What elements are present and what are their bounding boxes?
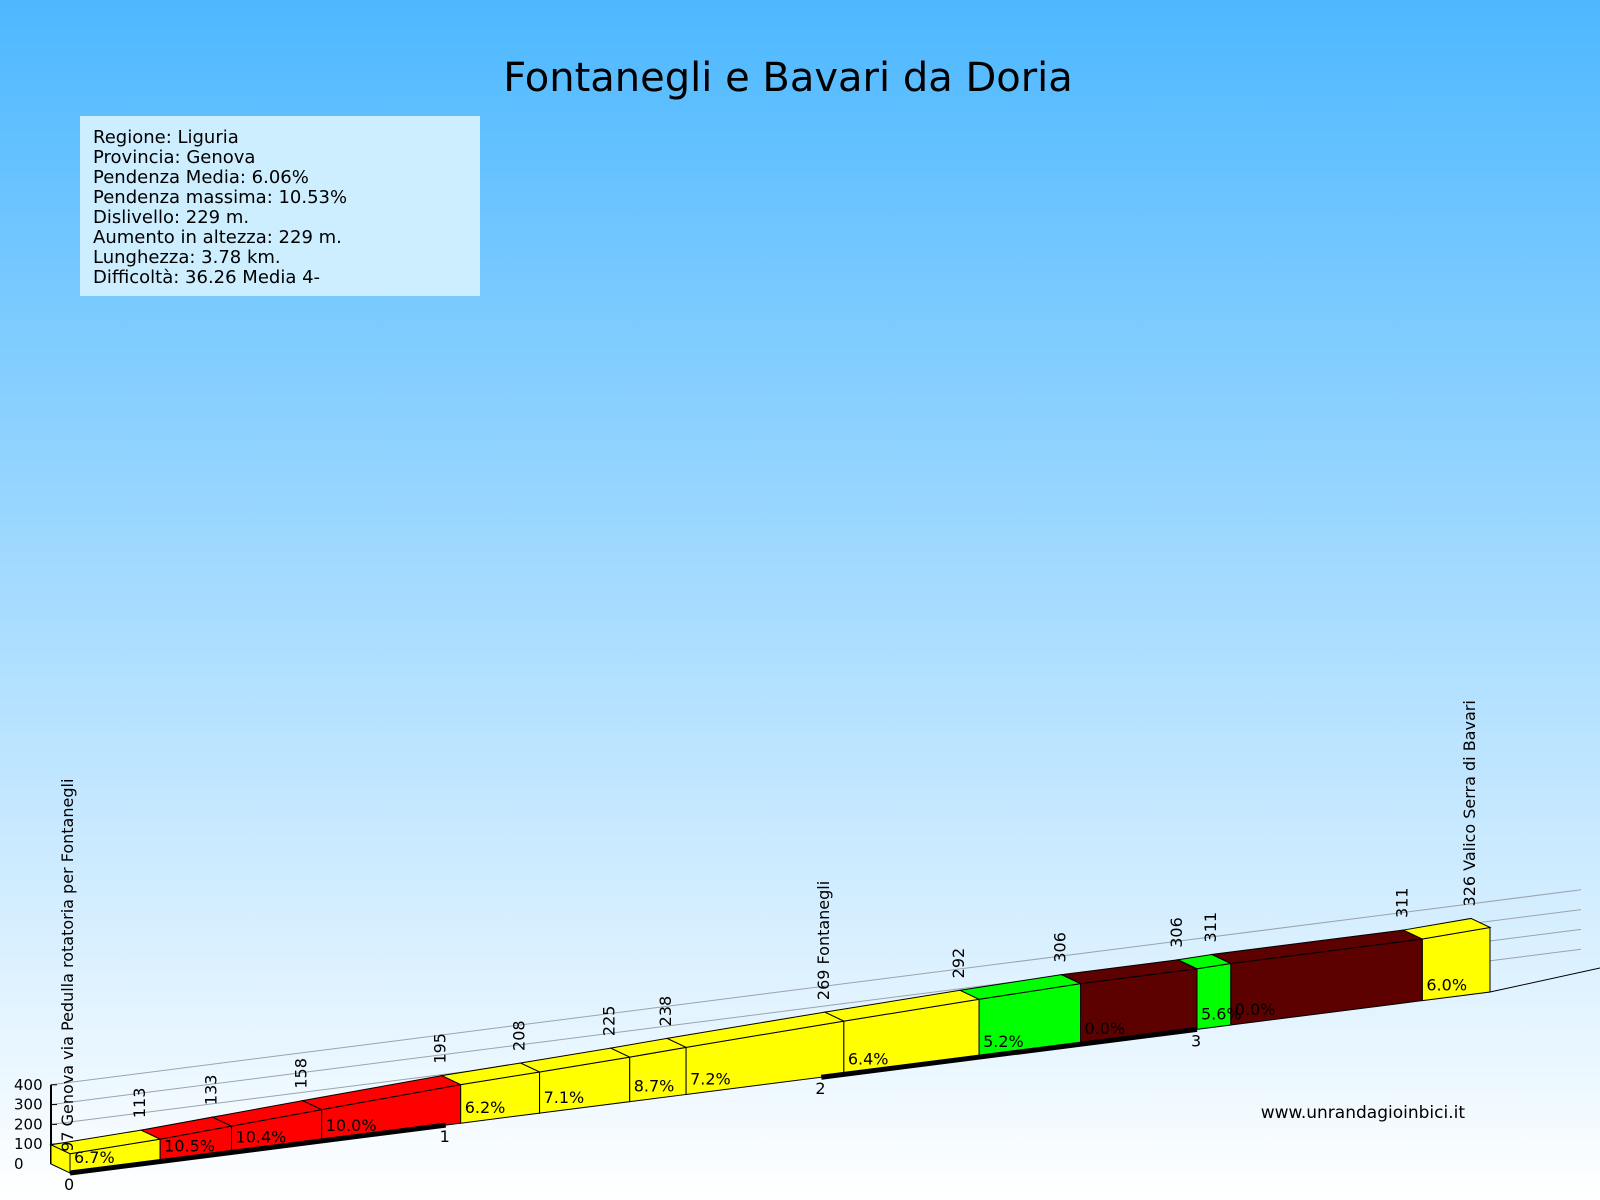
- x-tick-label: 3: [1191, 1031, 1201, 1050]
- y-tick-label: 400: [14, 1076, 43, 1094]
- profile-start-side: [50, 1144, 71, 1174]
- elevation-label: 195: [431, 1033, 450, 1064]
- info-line: Lunghezza: 3.78 km.: [93, 247, 281, 268]
- landmark-label: 97 Genova via Pedulla rotatoria per Font…: [58, 779, 77, 1152]
- landmark-label: 326 Valico Serra di Bavari: [1460, 700, 1479, 906]
- elevation-label: 133: [202, 1075, 221, 1106]
- credit-text: www.unrandagioinbici.it: [1261, 1103, 1466, 1123]
- grid-line: [50, 889, 1582, 1086]
- gradient-label: 10.0%: [326, 1116, 377, 1135]
- segment-top-face: [1401, 917, 1492, 940]
- info-line: Pendenza Media: 6.06%: [93, 167, 309, 188]
- elevation-label: 225: [600, 1006, 619, 1037]
- gradient-label: 10.5%: [164, 1137, 215, 1156]
- info-line: Difficoltà: 36.26 Media 4-: [93, 267, 320, 288]
- elevation-label: 306: [1167, 917, 1186, 948]
- gradient-label: 5.6%: [1201, 1004, 1242, 1023]
- gradient-label: 7.1%: [544, 1088, 585, 1107]
- info-line: Regione: Liguria: [93, 127, 239, 148]
- gradient-label: 6.0%: [1426, 976, 1467, 995]
- elevation-label: 238: [656, 996, 675, 1027]
- y-tick-label: 100: [14, 1135, 43, 1153]
- elevation-label: 292: [949, 948, 968, 979]
- y-tick-label: 0: [14, 1155, 24, 1173]
- gradient-label: 6.7%: [74, 1148, 115, 1167]
- gradient-label: 0.0%: [1235, 1000, 1276, 1019]
- gradient-label: 0.0%: [1085, 1019, 1126, 1038]
- elevation-label: 306: [1051, 932, 1070, 963]
- segments-layer: [49, 917, 1600, 1176]
- chart-title: Fontanegli e Bavari da Doria: [503, 55, 1073, 101]
- x-tick-label: 0: [64, 1175, 74, 1194]
- gradient-label: 8.7%: [634, 1077, 675, 1096]
- gradient-label: 7.2%: [690, 1069, 731, 1088]
- ground-line: [1489, 967, 1600, 993]
- gradient-label: 10.4%: [236, 1127, 287, 1146]
- elevation-label: 311: [1201, 912, 1220, 943]
- landmark-label: 269 Fontanegli: [814, 881, 833, 1000]
- info-line: Aumento in altezza: 229 m.: [93, 227, 342, 248]
- elevation-label: 208: [510, 1020, 529, 1051]
- x-tick-label: 2: [815, 1079, 825, 1098]
- info-line: Dislivello: 229 m.: [93, 207, 249, 228]
- y-tick-label: 200: [14, 1115, 43, 1133]
- elevation-label: 113: [130, 1088, 149, 1119]
- info-box: [80, 116, 480, 296]
- gradient-label: 5.2%: [983, 1032, 1024, 1051]
- x-tick-label: 1: [440, 1127, 450, 1146]
- elevation-label: 158: [292, 1058, 311, 1089]
- labels-layer: 0 1 2 3 6.7% 10.5% 10.4% 10.0% 6.2% 7.1% 8.7% 7.2% 6…: [58, 700, 1479, 1194]
- elevation-label: 311: [1392, 887, 1411, 918]
- gradient-label: 6.4%: [848, 1049, 889, 1068]
- distance-bar: [69, 1122, 446, 1176]
- gradient-label: 6.2%: [465, 1098, 506, 1117]
- info-line: Pendenza massima: 10.53%: [93, 187, 347, 208]
- y-tick-label: 300: [14, 1096, 43, 1114]
- info-line: Provincia: Genova: [93, 147, 255, 168]
- distance-bar: [821, 1026, 1198, 1080]
